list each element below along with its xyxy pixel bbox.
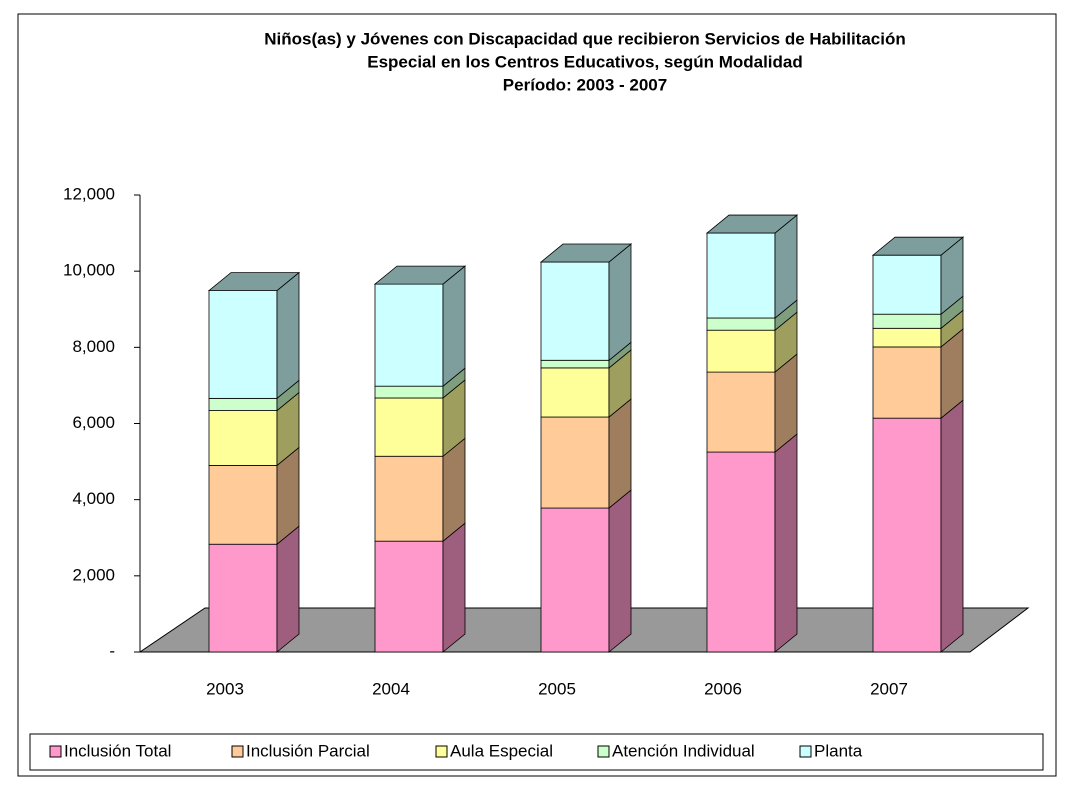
legend-label: Planta	[814, 741, 863, 760]
bar-segment	[706, 232, 776, 319]
legend-swatch	[49, 745, 62, 758]
bar-segment	[872, 327, 942, 348]
bar-segment	[706, 329, 776, 373]
bar-segment	[374, 385, 444, 399]
bar-segment	[706, 371, 776, 453]
x-tick-label: 2006	[704, 679, 742, 698]
bar-segment	[374, 397, 444, 457]
y-tick-label: 10,000	[63, 261, 115, 280]
bar-segment	[540, 416, 610, 509]
bar-top	[705, 214, 799, 234]
bar-top	[539, 243, 633, 263]
bar-segment	[872, 417, 942, 653]
bar-segment	[540, 367, 610, 418]
bar-segment	[872, 254, 942, 315]
y-tick-label: 12,000	[63, 184, 115, 203]
legend-label: Inclusión Total	[64, 741, 171, 760]
chart-title: Niños(as) y Jóvenes con Discapacidad que…	[264, 29, 906, 48]
bar-segment	[374, 540, 444, 653]
bar-segment	[208, 543, 278, 653]
bar-segment	[706, 451, 776, 653]
bar-side	[276, 271, 300, 400]
bar-top	[373, 265, 467, 285]
x-tick-label: 2005	[538, 679, 576, 698]
bar-side	[774, 433, 798, 653]
y-tick-label: -	[109, 641, 115, 660]
bar-segment	[872, 313, 942, 329]
x-tick-label: 2007	[870, 679, 908, 698]
bar-segment	[872, 346, 942, 419]
bar-segment	[706, 317, 776, 331]
legend-swatch	[231, 745, 244, 758]
y-tick-label: 2,000	[72, 565, 115, 584]
bar-side	[442, 265, 466, 388]
bar-segment	[374, 455, 444, 542]
y-tick-label: 6,000	[72, 413, 115, 432]
y-tick-label: 4,000	[72, 489, 115, 508]
legend-label: Aula Especial	[450, 741, 553, 760]
bar-segment	[208, 410, 278, 466]
bar-segment	[540, 359, 610, 369]
chart-title: Período: 2003 - 2007	[503, 75, 667, 94]
bar-side	[608, 243, 632, 362]
bar-top	[871, 236, 965, 256]
legend-swatch	[597, 745, 610, 758]
legend-label: Atención Individual	[612, 741, 755, 760]
legend-label: Inclusión Parcial	[246, 741, 370, 760]
x-tick-label: 2004	[372, 679, 410, 698]
legend-swatch	[435, 745, 448, 758]
y-tick-label: 8,000	[72, 337, 115, 356]
bar-side	[608, 398, 632, 509]
x-tick-label: 2003	[206, 679, 244, 698]
legend-swatch	[799, 745, 812, 758]
bar-top	[207, 272, 301, 291]
chart-title: Especial en los Centros Educativos, segú…	[367, 52, 803, 71]
bar-side	[940, 399, 964, 653]
bar-segment	[208, 397, 278, 411]
bar-side	[276, 525, 300, 653]
legend-box	[29, 733, 1044, 771]
bar-segment	[540, 261, 610, 361]
bar-segment	[540, 507, 610, 653]
bar-segment	[374, 283, 444, 387]
bar-side	[608, 489, 632, 653]
bar-side	[442, 522, 466, 653]
bar-segment	[208, 464, 278, 545]
bar-segment	[208, 290, 278, 399]
